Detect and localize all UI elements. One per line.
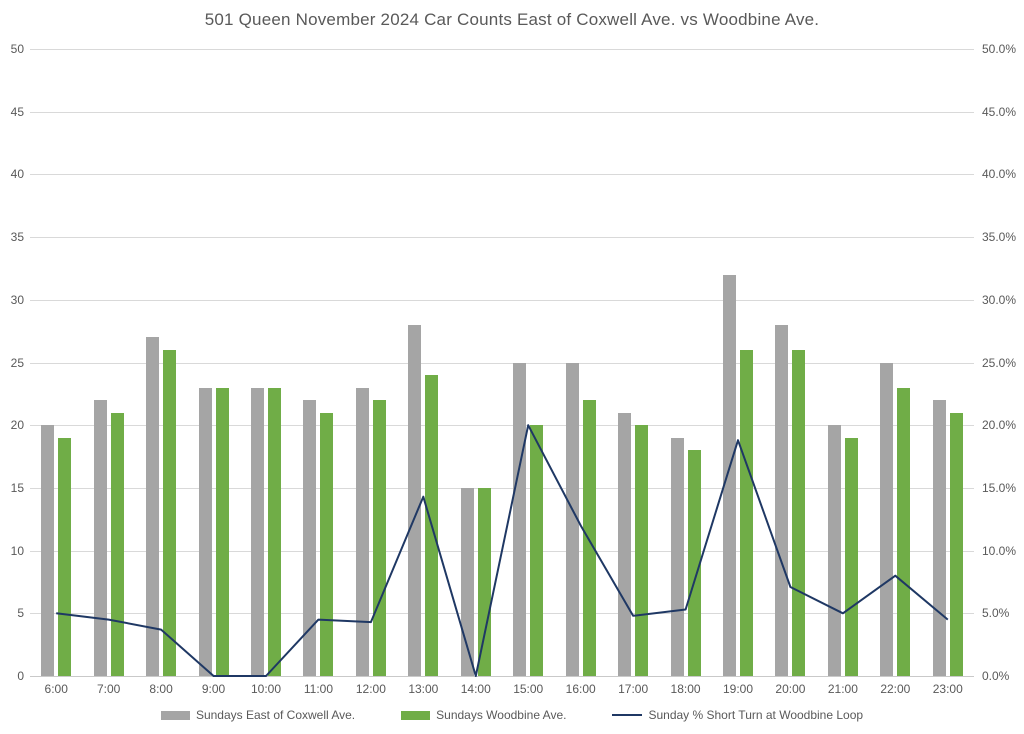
legend-item: Sundays East of Coxwell Ave. [160,708,356,722]
x-axis-tick-label: 14:00 [460,682,491,696]
right-axis-tick-label: 20.0% [982,418,1017,433]
legend-item: Sunday % Short Turn at Woodbine Loop [612,708,863,722]
x-axis-tick-label: 12:00 [355,682,386,696]
gridline [30,613,974,615]
left-axis-tick-label: 30 [10,292,24,307]
bar-east-of-coxwell [41,425,55,676]
gridline [30,174,974,176]
chart-title: 501 Queen November 2024 Car Counts East … [204,10,820,29]
short-turn-line [56,424,949,677]
bar-woodbine [215,387,229,676]
left-axis-tick-label: 0 [17,669,24,683]
bar-east-of-coxwell [723,274,736,676]
legend-bar-marker [160,710,190,720]
bar-east-of-coxwell [146,337,160,676]
left-axis-tick-label: 15 [10,480,24,495]
x-axis-tick-label: 11:00 [303,682,333,696]
bar-woodbine [635,425,649,676]
bar-east-of-coxwell [460,487,474,676]
right-axis-tick-label: 45.0% [982,104,1017,119]
left-axis-tick-label: 50 [10,42,24,56]
x-axis-tick-label: 20:00 [775,682,806,696]
bar-woodbine [844,437,858,676]
bar-woodbine [268,387,281,676]
legend-bar-marker [401,710,431,720]
right-axis-tick-label: 40.0% [982,167,1017,182]
bar-woodbine [320,412,334,676]
x-axis-tick-label: 18:00 [670,682,701,696]
bar-east-of-coxwell [932,400,946,676]
x-axis-tick-label: 10:00 [250,682,282,696]
bar-east-of-coxwell [93,400,107,676]
x-axis-tick-label: 13:00 [408,682,439,696]
legend-label: Sunday % Short Turn at Woodbine Loop [648,708,864,722]
right-axis-tick-label: 10.0% [982,543,1017,558]
bar-woodbine [110,412,124,676]
x-axis-tick-label: 9:00 [201,682,226,696]
bar-woodbine [58,437,72,676]
left-axis-tick-label: 45 [10,104,24,119]
x-axis-tick-label: 19:00 [722,682,754,696]
x-axis-tick-label: 22:00 [880,682,911,696]
short-turn-line-svg [56,424,949,677]
x-axis-tick-label: 15:00 [513,682,544,696]
bar-woodbine [530,425,544,676]
bar-woodbine [687,450,701,676]
right-axis-tick-label: 35.0% [982,230,1017,245]
right-axis-tick-label: 5.0% [982,606,1010,621]
left-axis-tick-label: 40 [10,167,24,182]
gridline [30,299,974,301]
x-axis-tick-label: 17:00 [618,682,649,696]
x-axis-tick-label: 8:00 [149,682,173,696]
bar-east-of-coxwell [251,387,264,676]
bar-woodbine [582,400,596,676]
gridline [30,676,974,677]
left-axis-tick-label: 25 [10,355,24,370]
bar-east-of-coxwell [303,400,317,676]
bar-east-of-coxwell [670,437,684,676]
right-axis-tick-label: 0.0% [982,669,1010,683]
bar-east-of-coxwell [355,387,369,676]
bar-east-of-coxwell [408,324,422,676]
right-axis-tick-label: 25.0% [982,355,1017,370]
right-axis-tick-label: 50.0% [982,42,1017,56]
left-axis-tick-label: 5 [17,606,24,621]
bar-east-of-coxwell [618,412,632,676]
x-axis-tick-label: 16:00 [565,682,596,696]
left-axis-tick-label: 20 [10,418,24,433]
gridline [30,362,974,364]
legend-label: Sundays East of Coxwell Ave. [195,708,356,722]
x-axis-tick-label: 6:00 [44,682,68,696]
bar-woodbine [949,412,963,676]
left-axis-tick-label: 10 [10,543,24,558]
gridline [30,111,974,113]
legend-item: Sundays Woodbine Ave. [401,708,566,722]
legend-line-marker [612,714,643,716]
bar-east-of-coxwell [827,425,841,676]
legend-label: Sundays Woodbine Ave. [436,708,567,722]
right-axis-tick-label: 30.0% [982,292,1017,307]
gridline [30,237,974,239]
bar-east-of-coxwell [775,324,789,676]
bar-woodbine [163,349,177,676]
x-axis-tick-label: 23:00 [932,682,963,696]
legend: Sundays East of Coxwell Ave. Sundays Wood… [0,708,1024,722]
bar-woodbine [477,487,491,676]
bar-woodbine [740,349,753,676]
x-axis-tick-label: 21:00 [827,682,858,696]
bar-woodbine [792,349,806,676]
left-axis-tick-label: 35 [10,230,24,245]
bar-east-of-coxwell [880,362,894,676]
right-axis-tick-label: 15.0% [982,480,1017,495]
gridline [30,487,974,489]
plot-area [30,49,974,677]
bar-east-of-coxwell [565,362,579,676]
gridline [30,425,974,427]
bar-woodbine [897,387,911,676]
gridline [30,49,974,50]
x-axis-tick-label: 7:00 [96,682,121,696]
bar-east-of-coxwell [513,362,527,676]
bar-east-of-coxwell [198,387,212,676]
